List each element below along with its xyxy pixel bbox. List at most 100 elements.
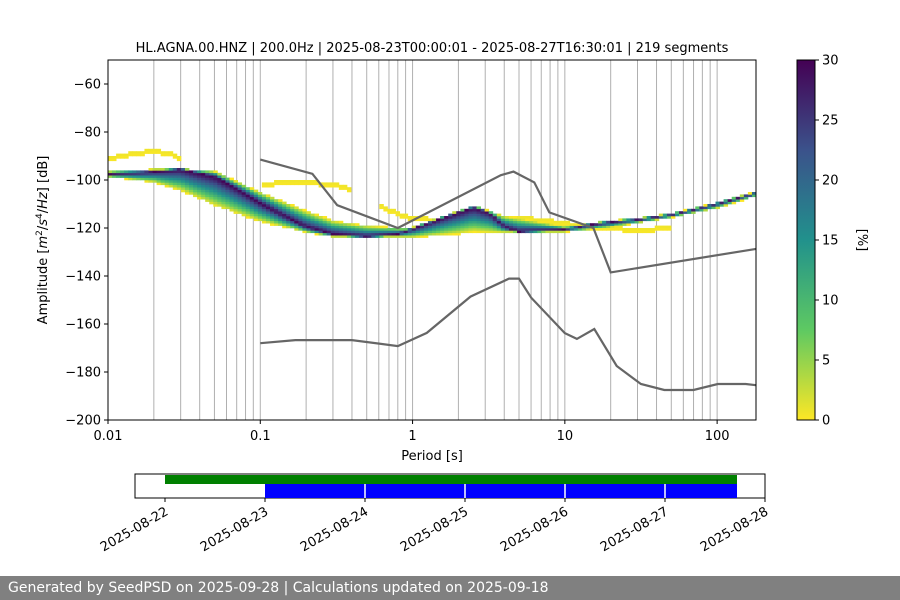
histogram-cell	[241, 189, 247, 193]
histogram-cell	[189, 172, 194, 176]
histogram-cell	[152, 175, 157, 178]
histogram-cell	[399, 232, 405, 236]
histogram-cell	[541, 230, 546, 234]
histogram-cell	[456, 232, 461, 236]
histogram-cell	[237, 211, 243, 214]
histogram-cell	[395, 213, 400, 217]
histogram-cell	[322, 184, 328, 188]
histogram-cell	[342, 187, 348, 190]
histogram-cell	[545, 230, 550, 234]
histogram-cell	[371, 230, 376, 234]
histogram-cell	[432, 225, 437, 229]
histogram-cell	[606, 220, 611, 224]
histogram-cell	[618, 225, 623, 229]
histogram-cell	[419, 218, 425, 222]
histogram-cell	[108, 156, 113, 159]
histogram-cell	[330, 223, 336, 226]
histogram-cell	[257, 208, 263, 212]
histogram-cell	[257, 196, 263, 200]
histogram-cell	[225, 192, 230, 195]
histogram-cell	[184, 177, 190, 181]
histogram-cell	[176, 184, 182, 188]
histogram-cell	[411, 232, 417, 236]
histogram-cell	[164, 151, 170, 154]
histogram-cell	[367, 225, 372, 229]
histogram-cell	[298, 223, 303, 226]
histogram-cell	[306, 218, 311, 222]
histogram-cell	[152, 148, 157, 152]
histogram-cell	[496, 216, 502, 219]
histogram-cell	[403, 232, 409, 236]
histogram-cell	[326, 220, 332, 224]
histogram-cell	[168, 170, 174, 174]
histogram-cell	[217, 196, 222, 200]
histogram-cell	[598, 223, 603, 226]
histogram-cell	[553, 230, 558, 234]
histogram-cell	[569, 228, 575, 231]
histogram-cell	[379, 230, 384, 234]
histogram-cell	[743, 196, 749, 200]
histogram-cell	[395, 232, 400, 236]
histogram-cell	[270, 182, 275, 186]
histogram-cell	[496, 228, 502, 231]
histogram-cell	[257, 201, 263, 205]
histogram-cell	[253, 206, 259, 210]
histogram-cell	[338, 223, 344, 226]
histogram-cell	[646, 218, 652, 222]
histogram-cell	[225, 201, 230, 205]
histogram-cell	[545, 218, 550, 222]
histogram-cell	[140, 170, 145, 174]
histogram-cell	[209, 184, 214, 188]
histogram-cell	[209, 170, 214, 174]
histogram-cell	[642, 216, 648, 219]
histogram-cell	[176, 175, 182, 178]
histogram-cell	[201, 170, 206, 174]
y-tick-label: −80	[74, 126, 101, 141]
histogram-cell	[265, 216, 271, 219]
histogram-cell	[112, 170, 117, 174]
histogram-cell	[302, 182, 307, 186]
histogram-cell	[278, 182, 283, 186]
histogram-cell	[581, 228, 587, 231]
histogram-cell	[306, 211, 311, 214]
histogram-cell	[265, 194, 271, 198]
histogram-cell	[541, 225, 546, 229]
histogram-cell	[622, 220, 627, 224]
histogram-cell	[152, 180, 157, 183]
histogram-cell	[492, 213, 498, 217]
histogram-cell	[253, 211, 259, 214]
histogram-cell	[723, 201, 729, 205]
histogram-cell	[237, 194, 243, 198]
histogram-cell	[201, 196, 206, 200]
histogram-cell	[265, 204, 271, 207]
histogram-cell	[233, 189, 238, 193]
histogram-cell	[351, 228, 356, 231]
histogram-cell	[395, 235, 400, 238]
histogram-cell	[529, 230, 534, 234]
histogram-cell	[274, 201, 279, 205]
histogram-cell	[209, 180, 214, 183]
histogram-cell	[355, 230, 360, 234]
x-tick-label: 10	[557, 429, 574, 444]
histogram-cell	[144, 177, 149, 181]
histogram-cell	[553, 223, 558, 226]
histogram-cell	[322, 220, 328, 224]
histogram-cell	[537, 220, 542, 224]
histogram-cell	[432, 220, 437, 224]
histogram-cell	[529, 223, 534, 226]
histogram-cell	[245, 194, 251, 198]
histogram-cell	[302, 211, 307, 214]
histogram-cell	[245, 213, 251, 217]
histogram-cell	[521, 225, 526, 229]
histogram-cell	[650, 230, 656, 234]
histogram-cell	[249, 211, 255, 214]
histogram-cell	[310, 213, 315, 217]
histogram-cell	[379, 228, 384, 231]
histogram-cell	[751, 194, 757, 198]
histogram-cell	[201, 194, 206, 198]
histogram-cell	[658, 228, 664, 231]
histogram-cell	[533, 230, 538, 234]
histogram-cell	[136, 175, 141, 178]
histogram-cell	[209, 201, 214, 205]
histogram-cell	[225, 182, 230, 186]
